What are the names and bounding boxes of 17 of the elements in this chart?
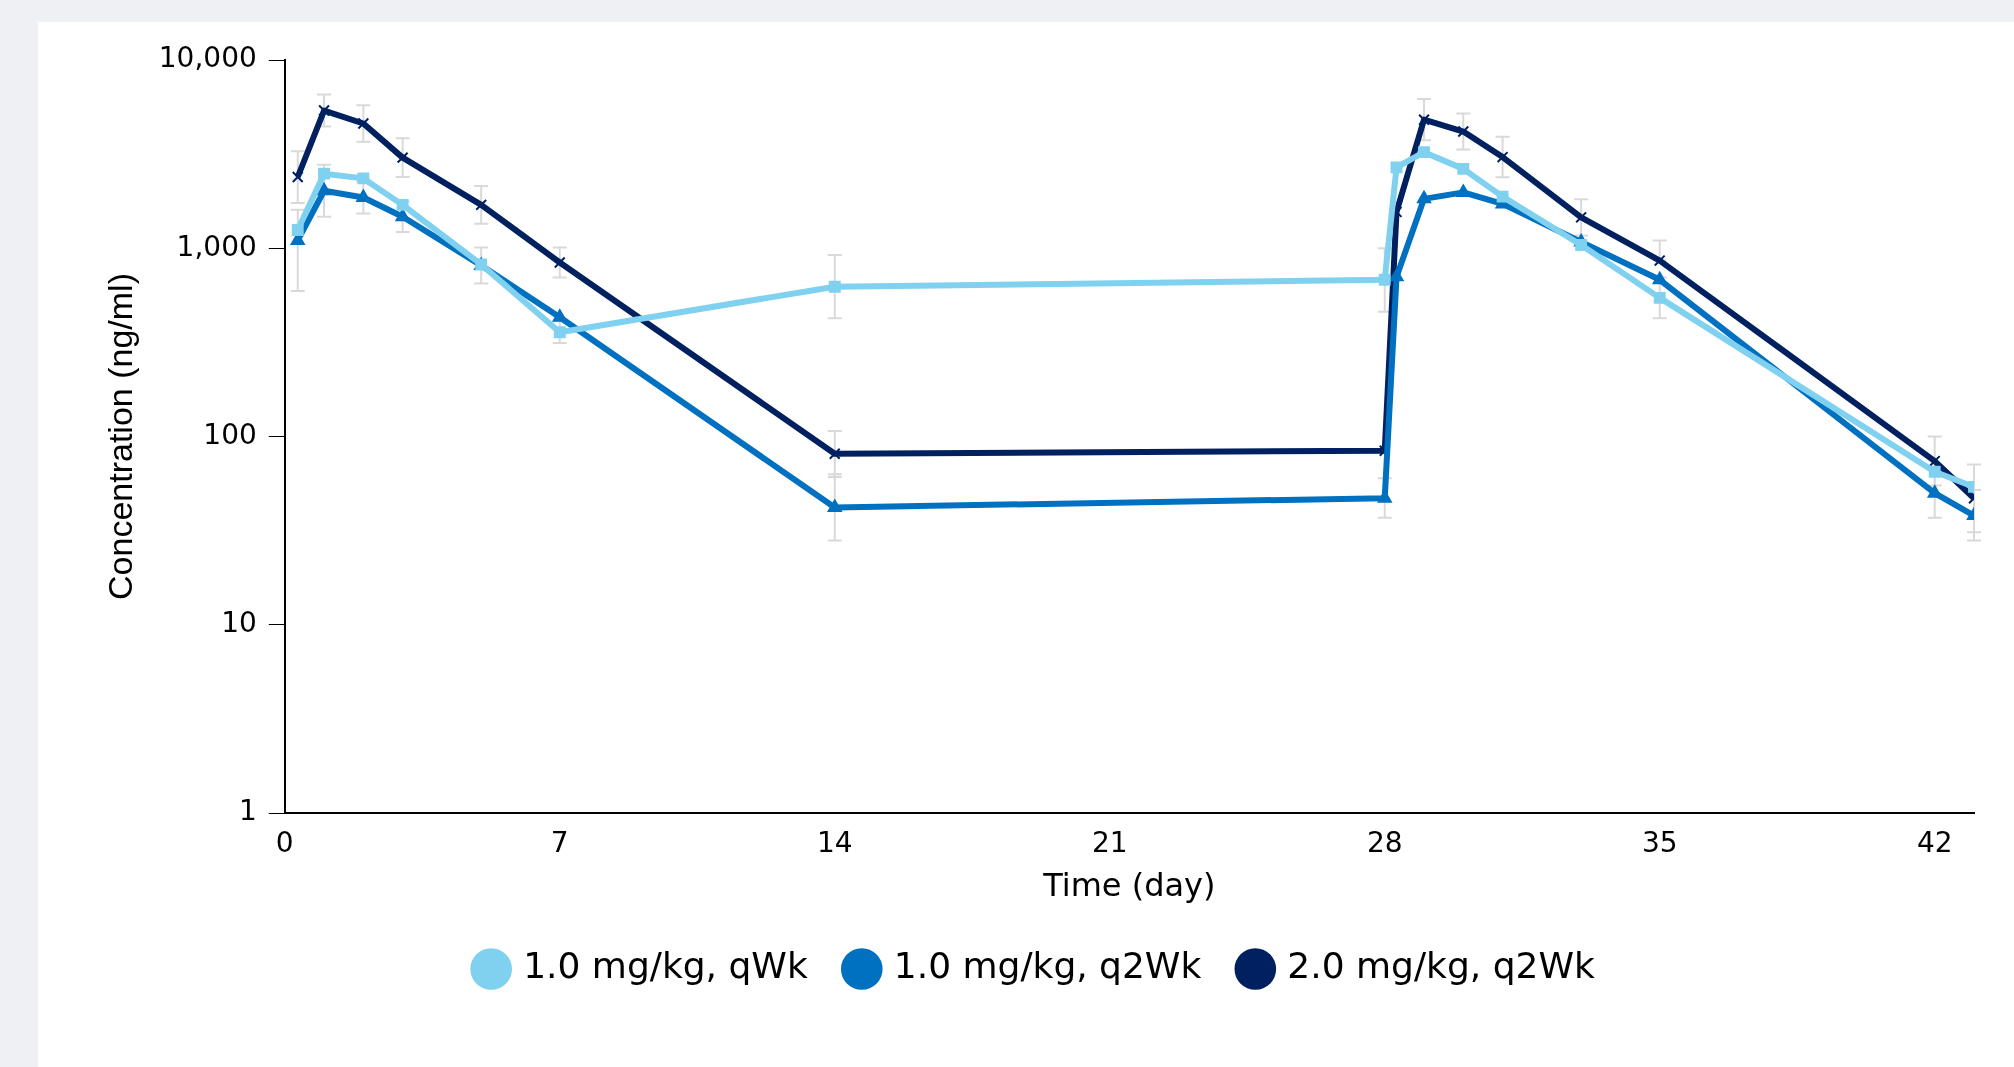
x-tick-label: 21 bbox=[1091, 826, 1128, 860]
x-tick-label: 28 bbox=[1366, 826, 1403, 860]
y-tick-label: 10,000 bbox=[158, 41, 257, 75]
y-axis-title: Concentration (ng/ml) bbox=[100, 273, 139, 600]
x-tick-label: 42 bbox=[1916, 826, 1953, 860]
x-tick-label: 0 bbox=[275, 826, 294, 860]
x-tick-label: 35 bbox=[1641, 826, 1678, 860]
y-tick-label: 1 bbox=[238, 794, 257, 828]
legend-label: 1.0 mg/kg, q2Wk bbox=[893, 945, 1202, 987]
legend-label: 2.0 mg/kg, q2Wk bbox=[1287, 945, 1595, 987]
y-tick-label: 1,000 bbox=[176, 229, 257, 263]
x-tick-label: 7 bbox=[550, 826, 569, 860]
x-tick-label: 14 bbox=[816, 826, 853, 860]
legend-label: 1.0 mg/kg, qWk bbox=[523, 945, 808, 987]
y-tick-label: 100 bbox=[203, 417, 257, 451]
y-tick-label: 10 bbox=[221, 606, 257, 640]
x-axis-title: Time (day) bbox=[1042, 866, 1216, 905]
